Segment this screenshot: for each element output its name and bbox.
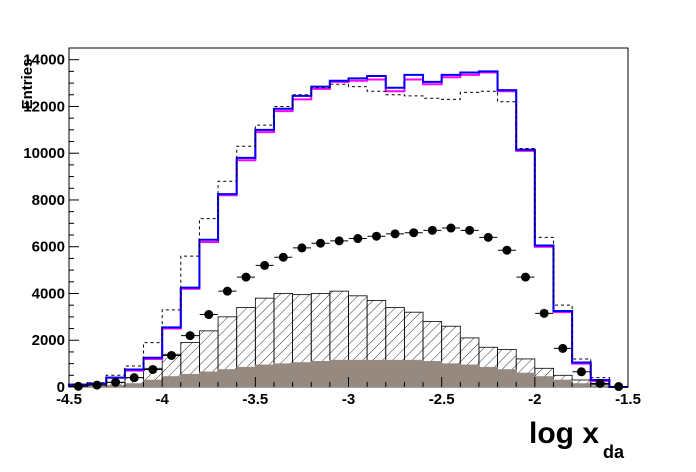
- data-point: [465, 225, 475, 235]
- x-tick-label: -2: [528, 391, 541, 408]
- y-axis-title: Entries: [19, 59, 36, 110]
- histogram-bar: [329, 359, 349, 388]
- data-point: [278, 252, 288, 262]
- histogram-bar: [124, 383, 144, 388]
- histogram-bar: [460, 364, 480, 388]
- data-point: [427, 225, 437, 235]
- data-point: [185, 331, 195, 341]
- data-point: [297, 243, 307, 253]
- grey-fill-histogram: [68, 359, 610, 388]
- x-tick-label: -2.5: [429, 391, 455, 408]
- histogram-bar: [422, 361, 442, 388]
- data-point: [316, 238, 326, 248]
- data-point: [483, 232, 493, 242]
- data-point: [353, 234, 363, 244]
- histogram-bar: [180, 373, 200, 388]
- x-tick-label: -4: [155, 391, 169, 408]
- data-point: [73, 381, 83, 391]
- data-point: [222, 286, 232, 296]
- data-point: [521, 272, 531, 282]
- x-tick-label: -4.5: [56, 391, 82, 408]
- solid-step-line-1: [68, 70, 628, 388]
- histogram-bar: [292, 362, 312, 388]
- data-point: [260, 260, 270, 270]
- histogram-bar: [404, 359, 424, 388]
- data-point: [371, 231, 381, 241]
- data-point: [595, 378, 605, 388]
- x-axis-title: log x: [529, 417, 599, 450]
- histogram-bar: [441, 363, 461, 388]
- data-point: [539, 308, 549, 318]
- histogram-bar: [534, 376, 554, 388]
- histogram-bar: [143, 379, 163, 388]
- histogram-bar: [571, 383, 591, 388]
- y-tick-label: 8000: [32, 192, 65, 209]
- data-point: [166, 350, 176, 360]
- data-point: [502, 245, 512, 255]
- data-point: [334, 236, 344, 246]
- x-axis-title-subscript: da: [603, 442, 625, 462]
- x-tick-label: -3.5: [242, 391, 268, 408]
- y-tick-label: 2000: [32, 332, 65, 349]
- y-tick-label: 6000: [32, 239, 65, 256]
- histogram-bar: [366, 359, 387, 388]
- x-tick-label: -3: [342, 391, 355, 408]
- data-point: [148, 364, 158, 374]
- data-point: [241, 272, 251, 282]
- histogram-bar: [310, 361, 331, 388]
- y-tick-label: 10000: [23, 145, 65, 162]
- y-tick-label: 14000: [23, 52, 65, 69]
- histogram-bar: [497, 369, 517, 388]
- data-point: [576, 367, 586, 377]
- histogram-bar: [515, 372, 536, 388]
- y-tick-label: 12000: [23, 98, 65, 115]
- data-point: [92, 380, 102, 390]
- data-point: [204, 310, 214, 320]
- histogram-bar: [236, 366, 256, 388]
- histogram-bar: [273, 363, 293, 388]
- x-tick-label: -1.5: [615, 391, 641, 408]
- histogram-bar: [348, 359, 368, 388]
- histogram-bar: [199, 371, 219, 388]
- data-point: [446, 223, 456, 233]
- y-tick-label: 0: [57, 379, 65, 396]
- histogram-bar: [161, 376, 182, 388]
- data-point: [129, 373, 139, 383]
- y-tick-label: 4000: [32, 285, 65, 302]
- histogram-bar: [385, 359, 405, 388]
- data-point: [558, 343, 568, 353]
- data-points-series: [69, 223, 628, 392]
- histogram-bar: [255, 364, 275, 388]
- histogram-bar: [217, 369, 237, 388]
- data-point: [111, 377, 121, 387]
- dashed-step-line-2: [68, 83, 628, 388]
- histogram-bar: [478, 366, 498, 388]
- data-point: [390, 229, 400, 239]
- data-point: [409, 228, 419, 238]
- data-point: [614, 382, 624, 392]
- histogram-bar: [553, 379, 573, 388]
